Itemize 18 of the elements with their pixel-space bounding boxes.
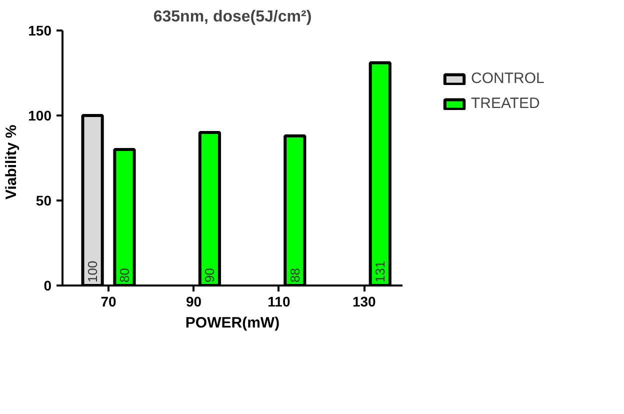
x-axis-title: POWER(mW) [185, 314, 280, 332]
x-tick-label: 90 [186, 294, 202, 310]
y-tick-label: 50 [36, 192, 52, 208]
y-tick-label: 0 [44, 278, 52, 294]
x-tick-label: 70 [100, 294, 117, 310]
x-tick-label: 110 [268, 294, 290, 310]
data-label: 80 [116, 268, 132, 282]
y-axis-title: Viability % [3, 124, 20, 200]
x-tick-label: 130 [352, 294, 376, 310]
data-label: 90 [202, 268, 218, 282]
y-tick-label: 100 [28, 108, 52, 124]
y-tick-label: 150 [28, 22, 52, 38]
data-label: 131 [372, 260, 388, 282]
legend-label: TREATED [471, 95, 540, 112]
data-label: 100 [85, 260, 100, 282]
data-label: 88 [287, 268, 302, 282]
chart-title: 635nm, dose(5J/cm²) [153, 8, 312, 26]
legend-label: CONTROL [471, 70, 544, 87]
